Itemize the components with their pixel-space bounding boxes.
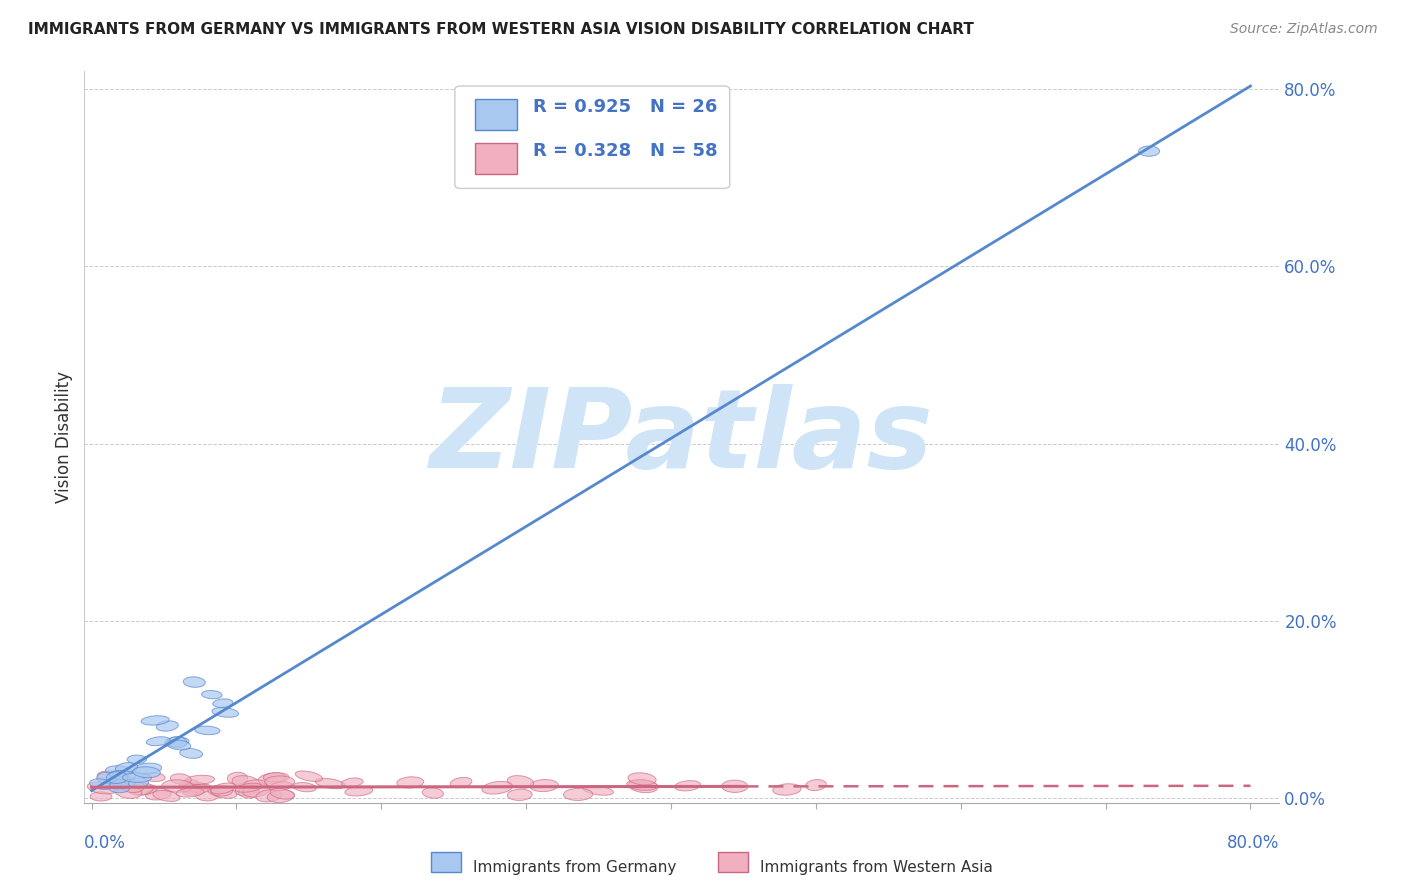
Text: IMMIGRANTS FROM GERMANY VS IMMIGRANTS FROM WESTERN ASIA VISION DISABILITY CORREL: IMMIGRANTS FROM GERMANY VS IMMIGRANTS FR… [28,22,974,37]
Ellipse shape [121,780,145,792]
Ellipse shape [422,788,443,798]
Text: Immigrants from Germany: Immigrants from Germany [472,860,676,875]
Ellipse shape [183,784,211,796]
Ellipse shape [256,789,281,802]
Ellipse shape [396,777,423,788]
Ellipse shape [232,776,260,789]
Text: ZIPatlas: ZIPatlas [430,384,934,491]
Ellipse shape [105,765,132,776]
Ellipse shape [115,763,138,773]
Ellipse shape [110,771,136,780]
Text: R = 0.925   N = 26: R = 0.925 N = 26 [533,98,717,117]
Ellipse shape [162,780,193,792]
Ellipse shape [184,775,215,785]
Ellipse shape [212,707,239,717]
FancyBboxPatch shape [430,852,461,872]
Ellipse shape [773,784,801,796]
FancyBboxPatch shape [475,143,517,174]
Ellipse shape [183,677,205,688]
Ellipse shape [721,780,748,792]
Ellipse shape [270,789,294,799]
Ellipse shape [315,779,346,789]
Ellipse shape [107,772,128,783]
Ellipse shape [482,781,513,794]
Ellipse shape [806,780,827,790]
Ellipse shape [165,737,188,747]
Ellipse shape [134,785,157,795]
Ellipse shape [675,780,700,791]
Ellipse shape [208,786,238,798]
Ellipse shape [344,787,373,796]
Ellipse shape [269,782,292,791]
Text: Immigrants from Western Asia: Immigrants from Western Asia [759,860,993,875]
Ellipse shape [342,778,363,787]
Ellipse shape [146,737,170,746]
Ellipse shape [166,740,191,750]
Ellipse shape [180,780,200,792]
Ellipse shape [508,775,534,788]
Ellipse shape [195,788,219,801]
Ellipse shape [195,726,219,735]
Ellipse shape [564,789,593,800]
Ellipse shape [153,790,180,801]
Ellipse shape [628,780,658,793]
Ellipse shape [141,715,169,725]
Ellipse shape [97,771,125,782]
Ellipse shape [110,779,135,789]
Ellipse shape [108,781,129,793]
Ellipse shape [170,773,191,784]
Ellipse shape [508,789,533,800]
Ellipse shape [530,780,558,791]
Ellipse shape [228,772,247,784]
Text: R = 0.328   N = 58: R = 0.328 N = 58 [533,143,717,161]
Y-axis label: Vision Disability: Vision Disability [55,371,73,503]
FancyBboxPatch shape [456,86,730,188]
Ellipse shape [90,792,112,801]
Ellipse shape [450,778,472,788]
Ellipse shape [212,698,233,707]
Text: 80.0%: 80.0% [1227,834,1279,852]
Ellipse shape [107,781,128,791]
Ellipse shape [211,786,232,796]
FancyBboxPatch shape [718,852,748,872]
Ellipse shape [97,772,117,783]
Ellipse shape [295,771,322,781]
Ellipse shape [167,737,187,748]
Ellipse shape [156,721,179,731]
Ellipse shape [134,763,162,774]
Ellipse shape [264,776,295,788]
Ellipse shape [238,786,260,798]
Ellipse shape [267,790,294,803]
Text: Source: ZipAtlas.com: Source: ZipAtlas.com [1230,22,1378,37]
Ellipse shape [627,780,658,790]
FancyBboxPatch shape [475,99,517,130]
Ellipse shape [259,772,285,784]
Ellipse shape [243,784,270,797]
Ellipse shape [176,788,204,797]
Ellipse shape [180,748,202,758]
Ellipse shape [87,782,117,794]
Ellipse shape [245,780,267,789]
Ellipse shape [129,783,153,796]
Ellipse shape [114,784,142,798]
Ellipse shape [128,778,149,788]
Ellipse shape [628,772,657,785]
Ellipse shape [211,783,236,794]
Text: 0.0%: 0.0% [84,834,127,852]
Ellipse shape [181,783,207,793]
Ellipse shape [235,784,259,796]
Ellipse shape [108,775,131,785]
Ellipse shape [263,772,288,782]
Ellipse shape [235,783,262,792]
Ellipse shape [132,767,160,778]
Ellipse shape [127,755,146,764]
Ellipse shape [1139,146,1160,156]
Ellipse shape [292,782,316,792]
Ellipse shape [90,779,114,789]
Ellipse shape [122,773,152,782]
Ellipse shape [145,789,172,800]
Ellipse shape [142,772,165,781]
Ellipse shape [201,690,222,698]
Ellipse shape [583,786,613,796]
